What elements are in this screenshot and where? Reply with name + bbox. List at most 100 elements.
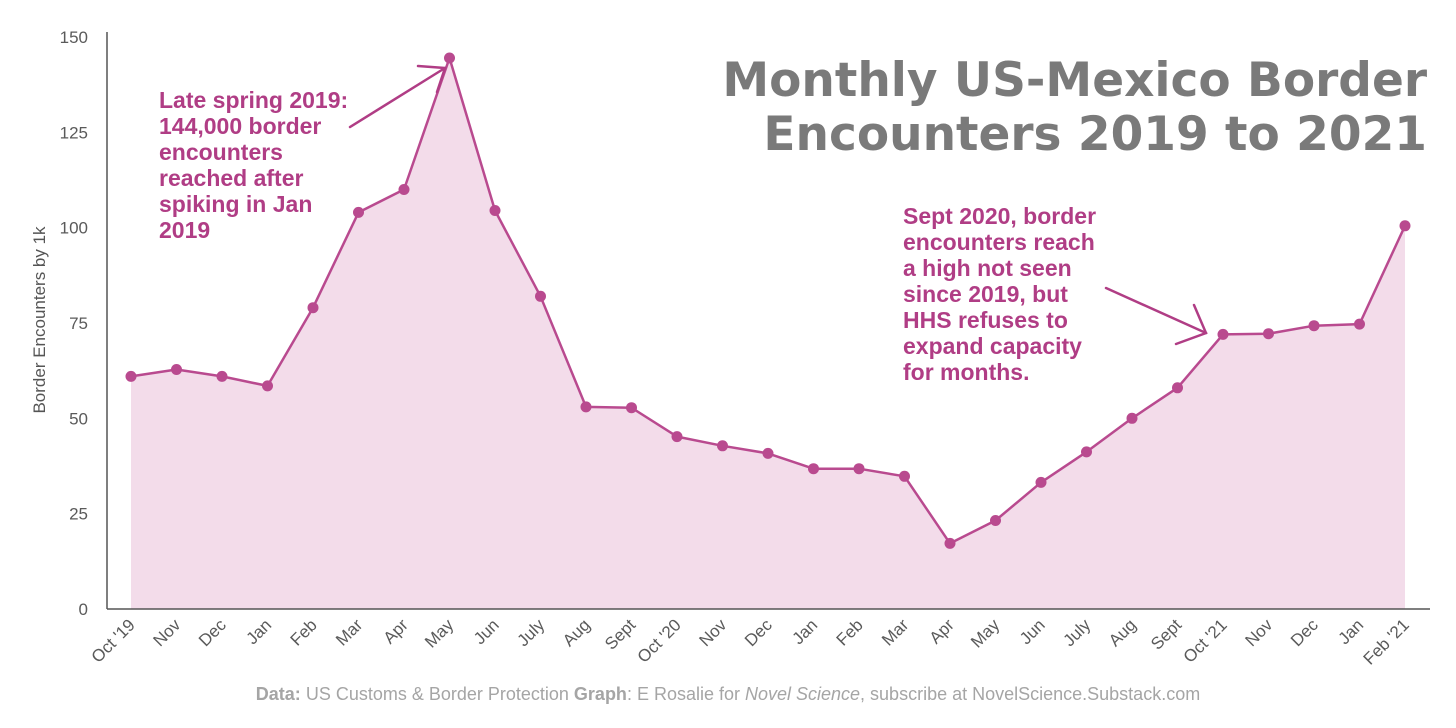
data-point bbox=[353, 206, 364, 218]
data-point bbox=[1126, 412, 1138, 424]
x-tick-labels: Oct '19 Nov Dec Jan Feb Mar Apr May Jun July Aug Se… bbox=[88, 615, 1413, 669]
x-tick-label: Dec bbox=[741, 615, 776, 650]
data-point bbox=[762, 447, 774, 459]
footer-subscribe: , subscribe at NovelScience.Substack.com bbox=[860, 684, 1200, 704]
annotation-sept-line: encounters reach bbox=[903, 229, 1095, 255]
x-tick-label: Sept bbox=[1147, 615, 1185, 653]
x-tick-label: Oct '19 bbox=[88, 615, 139, 666]
data-point bbox=[990, 515, 1001, 526]
data-point bbox=[1308, 320, 1320, 332]
data-point bbox=[489, 205, 501, 216]
x-tick-label: Nov bbox=[150, 615, 185, 650]
x-tick-label: Oct '21 bbox=[1180, 615, 1231, 666]
x-tick-label: Nov bbox=[696, 615, 731, 650]
x-tick-label: Apr bbox=[380, 615, 412, 647]
data-point bbox=[216, 370, 228, 382]
x-tick-label: July bbox=[1060, 615, 1095, 650]
data-point bbox=[944, 537, 956, 549]
y-tick-label: 100 bbox=[60, 219, 88, 238]
x-tick-label: May bbox=[967, 615, 1003, 651]
data-point bbox=[671, 431, 683, 443]
annotation-peak-arrow bbox=[348, 64, 447, 129]
annotation-peak-line: Late spring 2019: bbox=[159, 87, 348, 113]
annotation-sept-line: Sept 2020, border bbox=[903, 203, 1096, 229]
area-fill-layer bbox=[131, 58, 1405, 609]
data-point bbox=[1081, 446, 1092, 458]
data-point bbox=[1399, 220, 1411, 232]
footer-data-label: Data: bbox=[256, 684, 301, 704]
series-area-fill bbox=[131, 58, 1405, 609]
data-point bbox=[1263, 328, 1274, 340]
annotation-sept-2020: Sept 2020, border encounters reach a hig… bbox=[903, 203, 1208, 385]
y-tick-label: 50 bbox=[69, 409, 88, 428]
x-tick-label: Feb bbox=[833, 615, 867, 649]
y-tick-label: 25 bbox=[69, 505, 88, 524]
data-point bbox=[307, 302, 319, 314]
x-tick-label: May bbox=[421, 615, 457, 651]
x-tick-label: Mar bbox=[332, 615, 366, 649]
chart-title-line-2: Encounters 2019 to 2021 bbox=[763, 107, 1427, 162]
data-point bbox=[1035, 476, 1047, 488]
data-point bbox=[1354, 318, 1365, 330]
annotation-peak-line: spiking in Jan bbox=[159, 191, 312, 217]
data-point bbox=[262, 380, 273, 392]
chart-title: Monthly US-Mexico Border Encounters 2019… bbox=[722, 53, 1427, 162]
data-point bbox=[171, 364, 182, 375]
data-point bbox=[1217, 328, 1229, 340]
y-tick-label: 75 bbox=[69, 314, 88, 333]
footer-graph-credit: : E Rosalie for bbox=[627, 684, 745, 704]
axes bbox=[106, 32, 1430, 610]
footer-data-source: US Customs & Border Protection bbox=[301, 684, 574, 704]
x-tick-label: Oct '20 bbox=[634, 615, 685, 666]
x-tick-label: Jan bbox=[243, 615, 276, 648]
x-tick-label: Mar bbox=[878, 615, 912, 649]
x-tick-label: Dec bbox=[1287, 615, 1322, 650]
annotation-peak-line: encounters bbox=[159, 139, 283, 165]
data-point bbox=[535, 290, 546, 302]
x-tick-label: Sept bbox=[601, 615, 639, 653]
x-tick-label: Apr bbox=[926, 615, 958, 647]
annotation-sept-line: since 2019, but bbox=[903, 281, 1068, 307]
footer-credits: Data: US Customs & Border Protection Gra… bbox=[256, 684, 1200, 704]
y-tick-labels: 0 25 50 75 100 125 150 bbox=[60, 28, 88, 619]
annotation-peak-line: reached after bbox=[159, 165, 304, 191]
data-point bbox=[808, 463, 819, 475]
annotation-sept-arrow bbox=[1104, 286, 1208, 346]
data-point bbox=[580, 401, 592, 413]
y-axis-label: Border Encounters by 1k bbox=[30, 226, 49, 414]
x-tick-label: Aug bbox=[1105, 615, 1140, 650]
y-tick-label: 150 bbox=[60, 28, 88, 47]
annotation-peak-line: 2019 bbox=[159, 217, 210, 243]
x-tick-label: Nov bbox=[1242, 615, 1277, 650]
annotation-sept-line: for months. bbox=[903, 359, 1030, 385]
x-tick-label: Dec bbox=[195, 615, 230, 650]
y-tick-label: 0 bbox=[79, 600, 88, 619]
x-tick-label: Feb bbox=[287, 615, 321, 649]
footer-publication: Novel Science bbox=[745, 684, 860, 704]
x-tick-label: July bbox=[514, 615, 549, 650]
annotation-sept-line: HHS refuses to bbox=[903, 307, 1068, 333]
chart-title-line-1: Monthly US-Mexico Border bbox=[722, 53, 1427, 108]
data-point bbox=[899, 470, 910, 482]
data-point bbox=[444, 52, 455, 64]
data-point bbox=[717, 440, 728, 452]
x-tick-label: Feb '21 bbox=[1360, 615, 1413, 668]
data-point bbox=[398, 184, 410, 195]
data-points bbox=[125, 52, 1411, 549]
y-tick-label: 125 bbox=[60, 123, 88, 142]
annotation-sept-line: a high not seen bbox=[903, 255, 1072, 281]
x-tick-label: Jun bbox=[470, 615, 503, 648]
x-tick-label: Jun bbox=[1016, 615, 1049, 648]
x-tick-label: Jan bbox=[1335, 615, 1368, 648]
data-point bbox=[853, 463, 865, 475]
data-point bbox=[626, 402, 637, 414]
annotation-peak-line: 144,000 border bbox=[159, 113, 321, 139]
annotation-peak: Late spring 2019: 144,000 border encount… bbox=[159, 64, 447, 243]
footer-graph-label: Graph bbox=[574, 684, 627, 704]
x-tick-label: Aug bbox=[559, 615, 594, 650]
data-point bbox=[1172, 382, 1183, 394]
annotation-sept-line: expand capacity bbox=[903, 333, 1082, 359]
data-point bbox=[125, 370, 137, 382]
x-tick-label: Jan bbox=[789, 615, 822, 648]
